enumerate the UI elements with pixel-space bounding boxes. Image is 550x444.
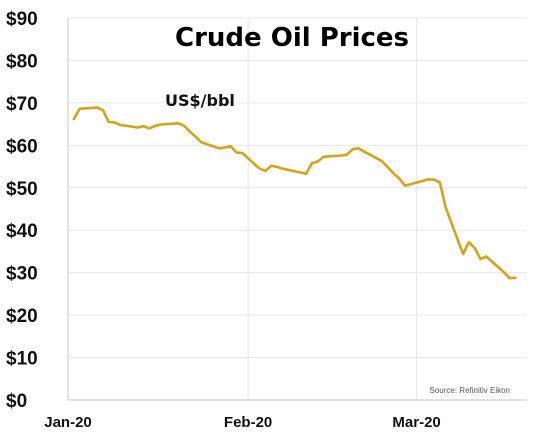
x-tick-label: Mar-20 xyxy=(392,414,440,431)
y-tick-label: $10 xyxy=(6,349,38,370)
y-tick-label: $0 xyxy=(6,391,27,412)
y-tick-label: $60 xyxy=(6,136,38,157)
source-note: Source: Refinitiv Eikon xyxy=(430,386,510,395)
axes xyxy=(67,18,527,401)
chart-title: Crude Oil Prices xyxy=(175,23,409,53)
price-line xyxy=(72,106,517,280)
y-tick-label: $20 xyxy=(6,306,38,327)
y-tick-label: $90 xyxy=(6,9,38,30)
y-tick-label: $30 xyxy=(6,264,38,285)
y-tick-label: $40 xyxy=(6,221,38,242)
y-tick-label: $80 xyxy=(6,51,38,72)
x-tick-labels: Jan-20 Feb-20 Mar-20 xyxy=(44,414,441,431)
x-tick-label: Feb-20 xyxy=(224,414,272,431)
x-tick-label: Jan-20 xyxy=(44,414,92,431)
y-tick-label: $70 xyxy=(6,94,38,115)
unit-label: US$/bbl xyxy=(165,91,235,110)
y-tick-label: $50 xyxy=(6,179,38,200)
series xyxy=(72,106,517,280)
gridlines xyxy=(67,17,527,400)
y-tick-labels: $0 $10 $20 $30 $40 $50 $60 $70 $80 $90 xyxy=(6,9,38,412)
